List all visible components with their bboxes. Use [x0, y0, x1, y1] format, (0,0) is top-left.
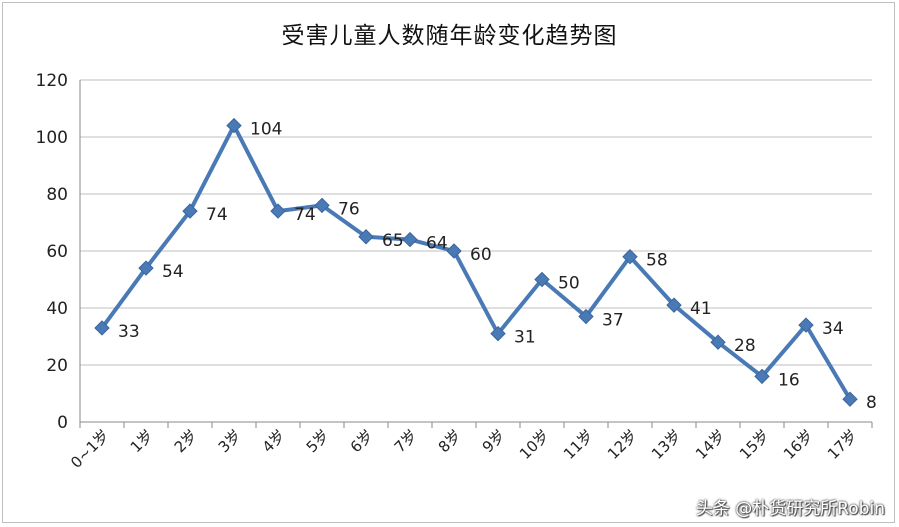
data-label: 64: [426, 234, 448, 254]
y-tick-label: 120: [36, 71, 68, 91]
data-point-marker: [842, 391, 858, 407]
data-label: 28: [734, 336, 756, 356]
x-tick-label: 16岁: [780, 426, 817, 463]
y-tick-label: 60: [46, 242, 68, 262]
data-point-marker: [578, 308, 594, 325]
y-tick-label: 100: [36, 128, 68, 148]
x-tick-label: 12岁: [604, 426, 641, 463]
x-tick-label: 8岁: [435, 426, 465, 456]
x-tick-label: 0~1岁: [67, 426, 113, 472]
data-point-marker: [226, 117, 242, 134]
x-tick-label: 13岁: [648, 426, 685, 463]
watermark: 头条 @朴货研究所Robin: [695, 499, 885, 519]
data-label: 104: [250, 120, 282, 140]
data-label: 54: [162, 262, 184, 282]
data-point-marker: [490, 325, 506, 342]
x-tick-label: 6岁: [347, 426, 377, 456]
y-tick-label: 80: [46, 185, 68, 205]
data-label: 16: [778, 370, 800, 390]
x-tick-label: 7岁: [391, 426, 421, 456]
x-tick-label: 5岁: [303, 426, 333, 456]
data-point-marker: [666, 297, 682, 313]
x-tick-label: 9岁: [479, 426, 509, 456]
data-label: 37: [602, 311, 624, 331]
data-label: 41: [690, 299, 712, 319]
x-tick-label: 11岁: [560, 426, 597, 463]
data-label: 58: [646, 251, 668, 271]
data-label: 31: [514, 328, 536, 348]
data-point-marker: [138, 260, 154, 276]
data-point-marker: [622, 248, 638, 265]
data-point-marker: [358, 229, 374, 245]
data-point-marker: [94, 320, 110, 336]
data-label: 60: [470, 245, 492, 265]
data-label: 34: [822, 319, 844, 339]
data-point-marker: [754, 368, 770, 385]
y-tick-label: 20: [46, 356, 68, 376]
data-point-marker: [798, 317, 814, 333]
x-tick-label: 14岁: [692, 426, 729, 463]
x-tick-label: 10岁: [516, 426, 553, 463]
x-tick-label: 17岁: [824, 426, 861, 463]
data-point-marker: [402, 231, 418, 248]
x-tick-label: 4岁: [259, 426, 289, 456]
data-label: 33: [118, 322, 140, 342]
data-label: 8: [866, 393, 877, 413]
chart-title: 受害儿童人数随年龄变化趋势图: [281, 23, 618, 49]
x-tick-label: 3岁: [215, 426, 245, 456]
data-point-marker: [446, 243, 462, 259]
data-point-marker: [314, 197, 330, 214]
data-label: 65: [382, 231, 404, 251]
data-point-marker: [270, 203, 286, 219]
data-point-marker: [182, 203, 198, 219]
y-tick-label: 0: [57, 413, 68, 433]
data-label: 50: [558, 274, 580, 294]
data-label: 76: [338, 199, 360, 219]
y-tick-label: 40: [46, 299, 68, 319]
x-tick-label: 1岁: [127, 426, 157, 456]
data-label: 74: [294, 205, 316, 225]
x-tick-label: 2岁: [171, 426, 201, 456]
series-line: [100, 123, 852, 402]
data-point-marker: [534, 271, 550, 288]
data-point-marker: [710, 334, 726, 350]
data-label: 74: [206, 205, 228, 225]
x-tick-label: 15岁: [736, 426, 773, 463]
